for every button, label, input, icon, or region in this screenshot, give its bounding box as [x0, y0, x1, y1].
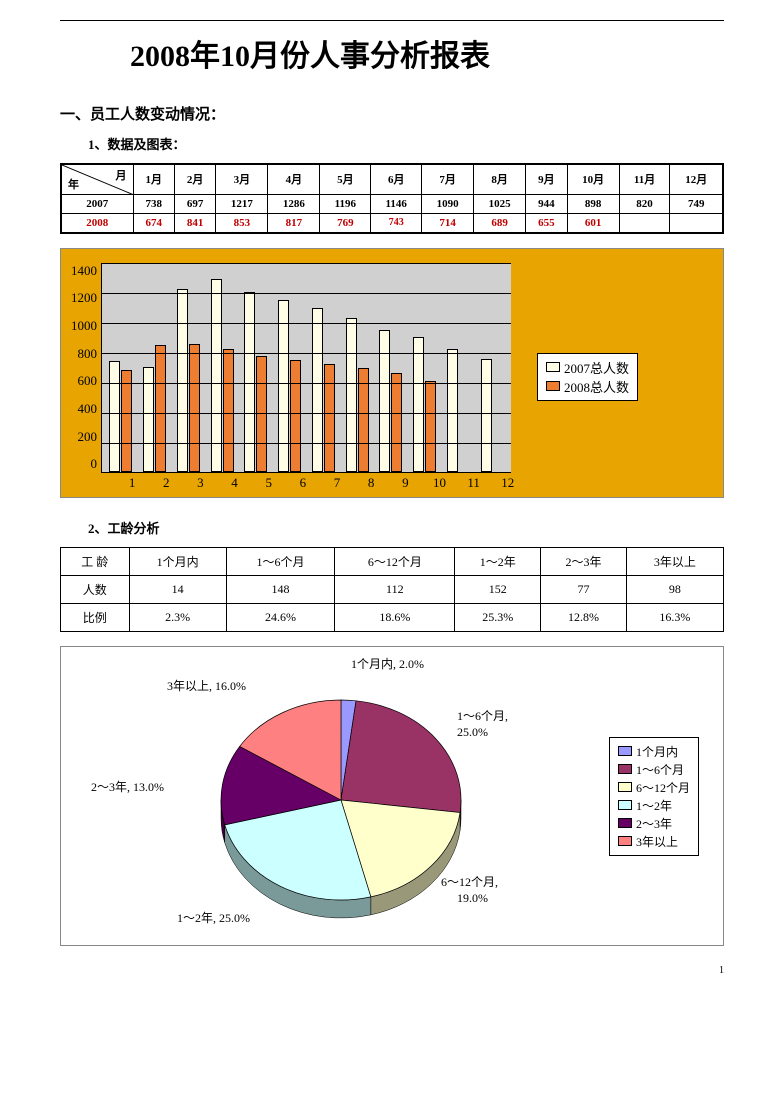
- tenure-row-ratio: 比例 2.3%24.6% 18.6%25.3% 12.8%16.3%: [61, 603, 724, 631]
- col-header: 9月: [526, 164, 567, 194]
- col-header: 1月: [133, 164, 174, 194]
- page-title: 2008年10月份人事分析报表: [130, 31, 724, 75]
- bar-chart-plot-area: [101, 263, 511, 473]
- col-header: 3月: [216, 164, 268, 194]
- col-header: 11月: [619, 164, 670, 194]
- section-1-heading: 一、员工人数变动情况：: [60, 103, 724, 124]
- pie-chart-legend: 1个月内1～6个月6～12个月1～2年2～3年3年以上: [609, 737, 699, 856]
- page-number: 1: [719, 965, 724, 976]
- col-header: 8月: [474, 164, 526, 194]
- col-header: 5月: [320, 164, 371, 194]
- headcount-bar-chart: 1400120010008006004002000 12345678910111…: [60, 248, 724, 498]
- bar-chart-y-axis: 1400120010008006004002000: [71, 263, 101, 473]
- headcount-table: 月 年 1月 2月 3月 4月 5月 6月 7月 8月 9月 10月 11月 1…: [60, 163, 724, 234]
- table-row-2007: 2007 738697 12171286 11961146 10901025 9…: [61, 194, 723, 213]
- tenure-table: 工 龄 1个月内1～6个月 6～12个月1～2年 2～3年3年以上 人数 141…: [60, 547, 724, 632]
- col-header: 4月: [268, 164, 320, 194]
- col-header: 12月: [670, 164, 723, 194]
- col-header: 2月: [174, 164, 215, 194]
- pie-chart-svg: [211, 675, 471, 925]
- table-diag-header: 月 年: [61, 164, 133, 194]
- tenure-pie-chart: 1个月内1～6个月6～12个月1～2年2～3年3年以上 1个月内, 2.0%1～…: [60, 646, 724, 946]
- subsection-2-heading: 2、工龄分析: [88, 518, 724, 537]
- tenure-row-count: 人数 14148 112152 7798: [61, 575, 724, 603]
- col-header: 10月: [567, 164, 619, 194]
- table-row-2008: 2008 674841 853817 769 743 714689 655601: [61, 213, 723, 233]
- tenure-header-label: 工 龄: [61, 547, 130, 575]
- col-header: 7月: [422, 164, 474, 194]
- bar-chart-x-axis: 123456789101112: [115, 475, 525, 491]
- subsection-1-heading: 1、数据及图表：: [88, 134, 724, 153]
- col-header: 6月: [371, 164, 422, 194]
- bar-chart-legend: 2007总人数 2008总人数: [537, 353, 638, 401]
